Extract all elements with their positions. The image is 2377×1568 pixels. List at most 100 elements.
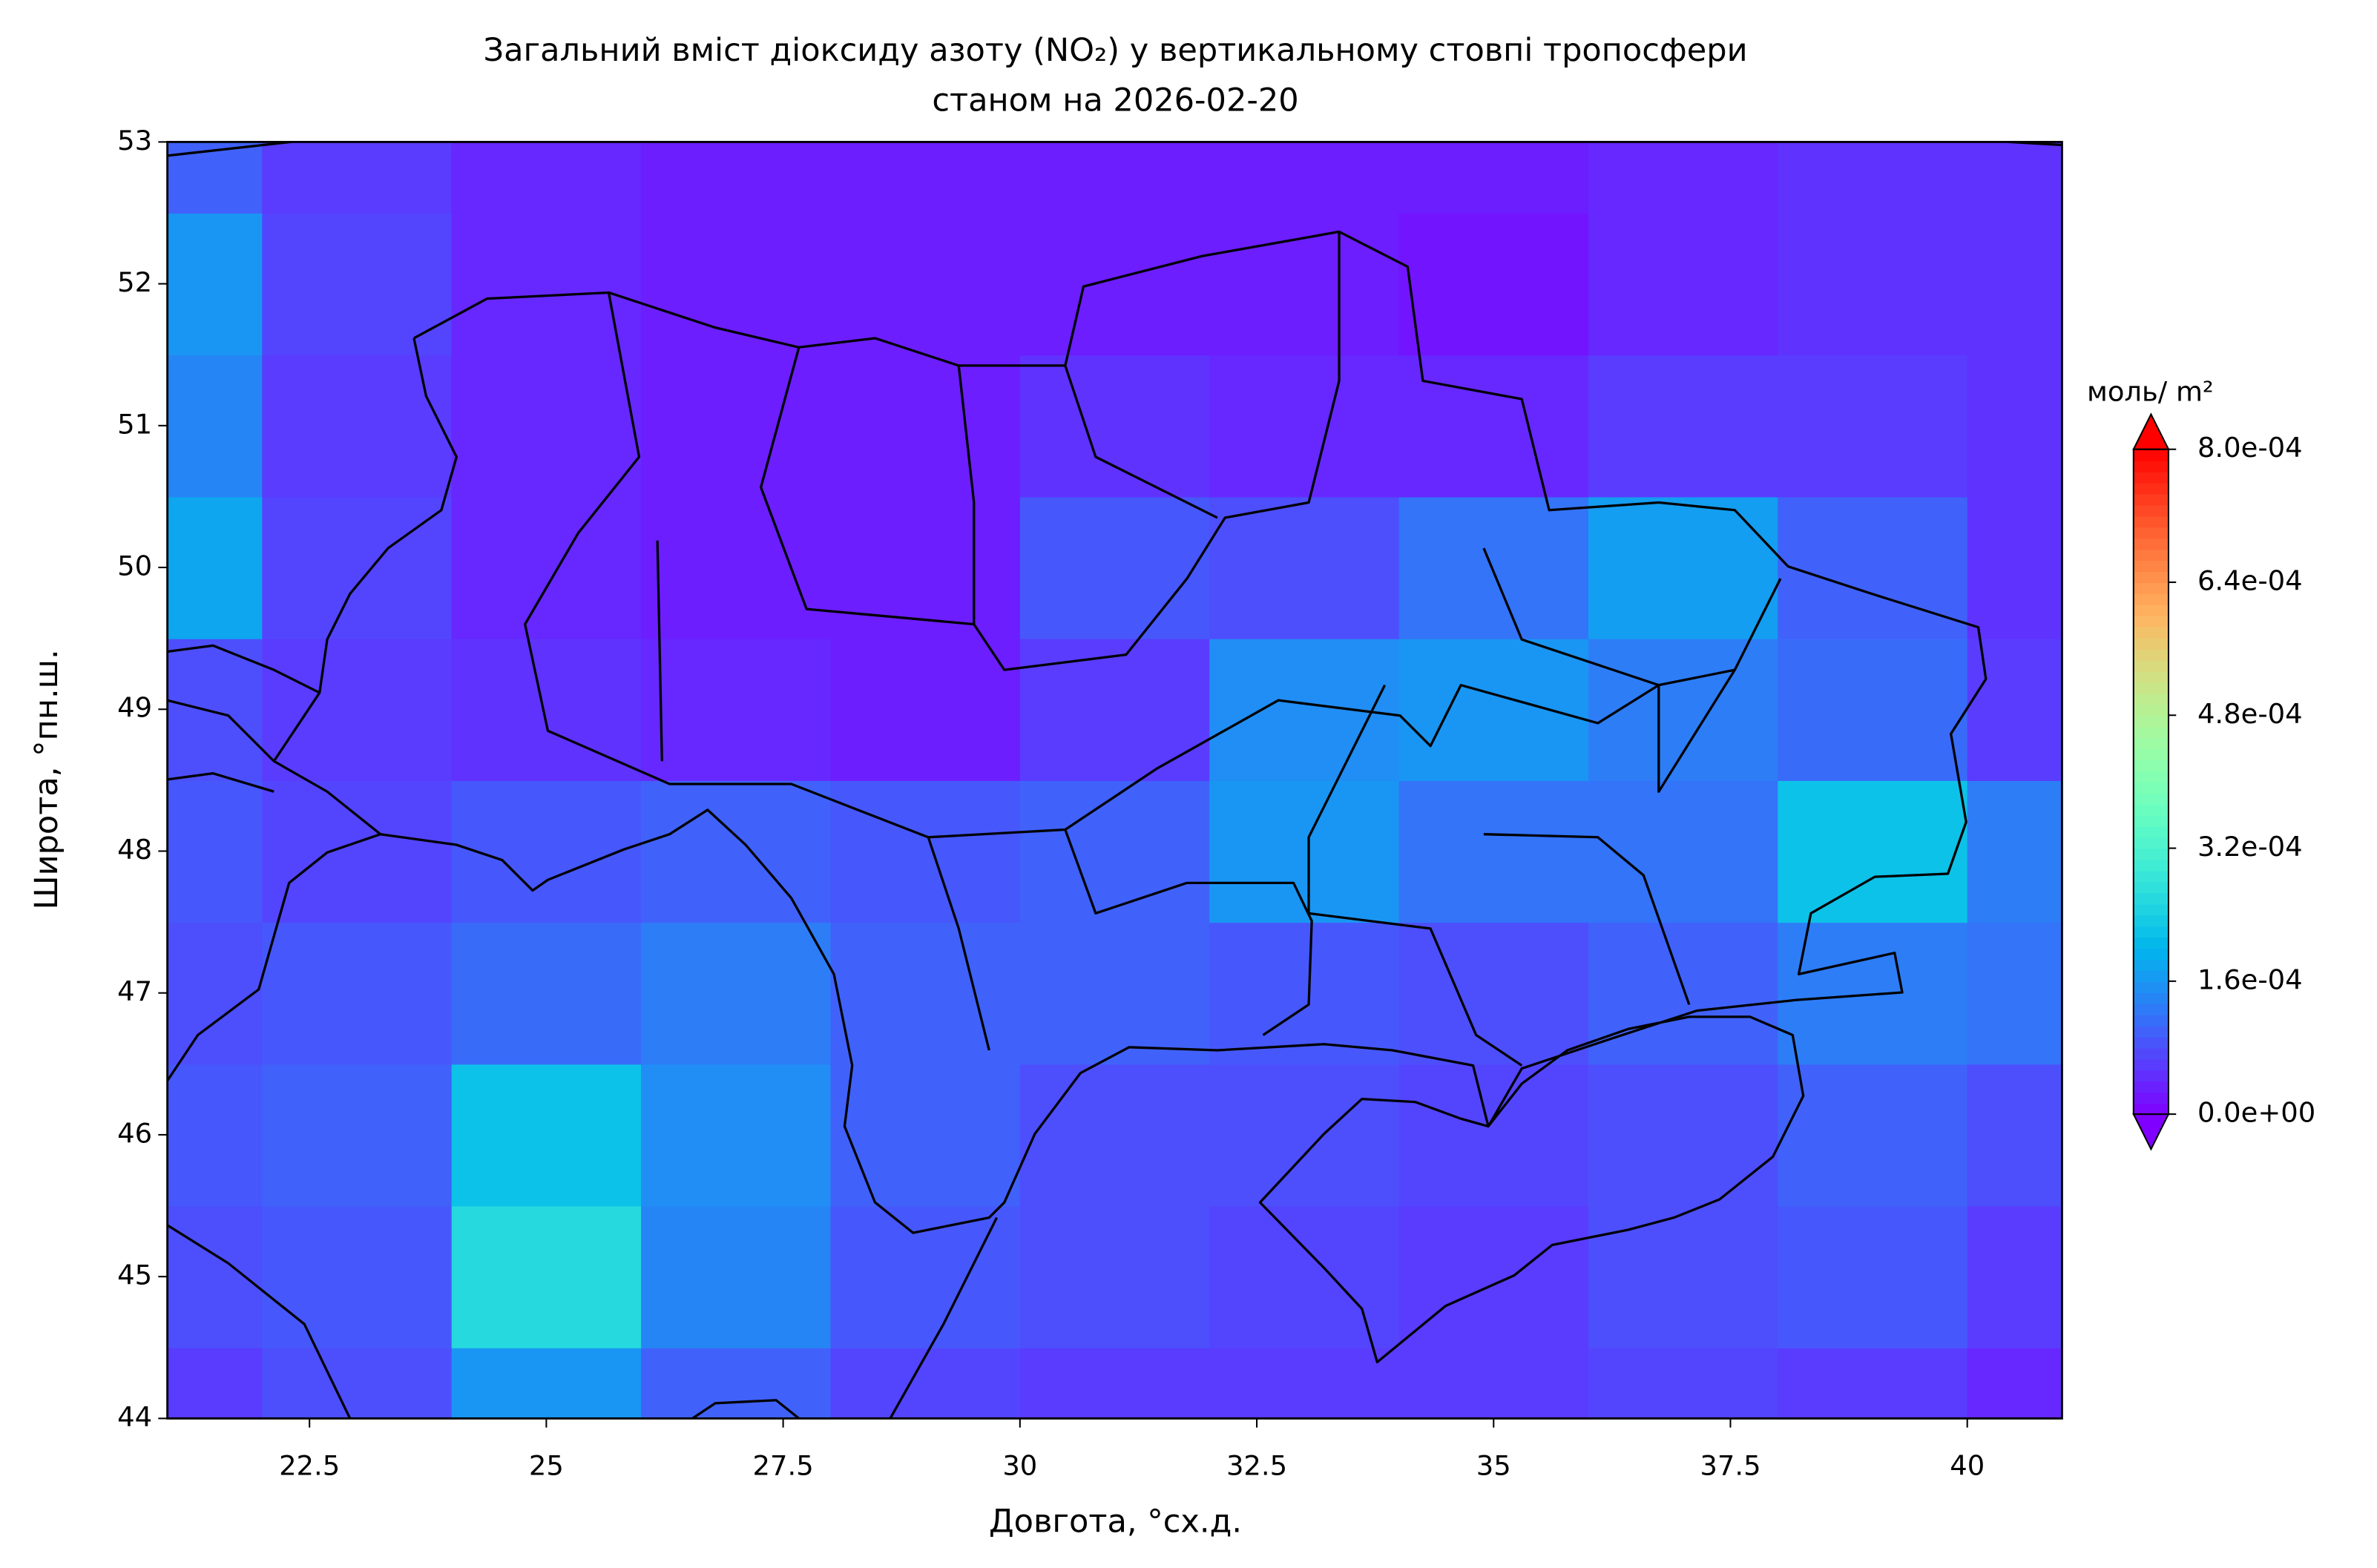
field-cell <box>1778 780 1968 923</box>
field-cell <box>1967 496 2062 639</box>
field-cell <box>262 1064 453 1207</box>
field-cell <box>1588 780 1779 923</box>
y-tick-label: 48 <box>117 834 152 866</box>
field-cell <box>1209 355 1400 498</box>
field-cell <box>451 1064 642 1207</box>
field-cell <box>167 1347 263 1419</box>
field-cell <box>1967 212 2062 356</box>
field-cell <box>641 922 832 1065</box>
field-cell <box>830 1347 1021 1419</box>
colorbar-tick-label: 4.8e-04 <box>2197 698 2303 730</box>
field-cell <box>1209 142 1400 214</box>
field-cell <box>167 355 263 498</box>
y-tick-label: 50 <box>117 550 152 582</box>
field-cell <box>1778 355 1968 498</box>
y-tick-label: 53 <box>117 125 152 157</box>
field-cell <box>1967 780 2062 923</box>
colorbar-tick-label: 0.0e+00 <box>2197 1097 2315 1129</box>
field-cell <box>1967 1205 2062 1348</box>
colorbar-frame <box>2132 448 2170 1116</box>
x-tick-label: 27.5 <box>753 1449 814 1481</box>
field-cell <box>1209 1347 1400 1419</box>
colorbar-extend <box>2132 1113 2170 1151</box>
field-cell <box>1019 780 1211 923</box>
field-cell <box>830 496 1021 639</box>
field-cell <box>1398 780 1589 923</box>
field-cell <box>1019 355 1211 498</box>
field-cell <box>262 780 453 923</box>
field-cell <box>1778 142 1968 214</box>
field-cell <box>1398 638 1589 781</box>
x-tick-label: 35 <box>1476 1449 1511 1481</box>
field-cell <box>167 780 263 923</box>
country-border <box>413 230 1988 1364</box>
field-cell <box>167 1064 263 1207</box>
field-cell <box>641 142 832 214</box>
field-cell <box>1398 1347 1589 1419</box>
field-cell <box>1398 1205 1589 1348</box>
field-cell <box>830 142 1021 214</box>
field-cell <box>1398 1064 1589 1207</box>
field-cell <box>1588 212 1779 356</box>
field-cell <box>1588 142 1779 214</box>
field-cell <box>451 496 642 639</box>
field-cell <box>451 1347 642 1419</box>
field-cell <box>830 355 1021 498</box>
field-cell <box>262 496 453 639</box>
field-cell <box>641 355 832 498</box>
field-cell <box>262 638 453 781</box>
country-border <box>272 337 458 762</box>
field-cell <box>830 780 1021 923</box>
x-tick-label: 30 <box>1002 1449 1037 1481</box>
field-cell <box>641 1064 832 1207</box>
field-cell <box>262 1347 453 1419</box>
y-tick-label: 46 <box>117 1117 152 1149</box>
field-cell <box>830 638 1021 781</box>
x-axis-label: Довгота, °сх.д. <box>989 1503 1242 1540</box>
field-cell <box>167 922 263 1065</box>
field-cell <box>1019 1064 1211 1207</box>
y-tick-label: 52 <box>117 266 152 298</box>
field-cell <box>1588 496 1779 639</box>
field-cell <box>262 922 453 1065</box>
field-cell <box>1588 638 1779 781</box>
colorbar: 0.0e+00 1.6e-04 3.2e-04 4.8e-04 6.4e-04 8.0e-… <box>2132 412 2315 1151</box>
borders <box>167 142 2062 1419</box>
field-cell <box>1588 1205 1779 1348</box>
field-cell <box>830 212 1021 356</box>
field-cell <box>451 1205 642 1348</box>
field-cell <box>1019 922 1211 1065</box>
field-cell <box>830 922 1021 1065</box>
field-cell <box>451 780 642 923</box>
field-cell <box>262 212 453 356</box>
y-tick-label: 47 <box>117 975 152 1007</box>
field-cell <box>641 638 832 781</box>
field-cell <box>1778 496 1968 639</box>
field <box>167 142 2062 1419</box>
field-cell <box>1398 922 1589 1065</box>
y-tick-label: 49 <box>117 692 152 724</box>
country-border <box>167 699 1490 1234</box>
field-cell <box>1209 496 1400 639</box>
field-cell <box>641 1205 832 1348</box>
x-tick-label: 25 <box>529 1449 564 1481</box>
y-tick-label: 45 <box>117 1259 152 1291</box>
colorbar-tick-label: 8.0e-04 <box>2197 432 2303 464</box>
field-cell <box>641 496 832 639</box>
field-cell <box>1019 496 1211 639</box>
colorbar-label: моль/ m² <box>2087 375 2214 407</box>
x-tick-label: 40 <box>1950 1449 1985 1481</box>
field-cell <box>1209 1205 1400 1348</box>
field-cell <box>1019 212 1211 356</box>
field-cell <box>1588 922 1779 1065</box>
field-cell <box>641 212 832 356</box>
colorbar-tick-label: 3.2e-04 <box>2197 831 2303 863</box>
colorbar-extend <box>2132 412 2170 450</box>
field-cell <box>451 212 642 356</box>
field-cell <box>1588 1347 1779 1419</box>
x-tick-label: 22.5 <box>279 1449 340 1481</box>
field-cell <box>641 1347 832 1419</box>
field-cell <box>1209 638 1400 781</box>
field-cell <box>1967 922 2062 1065</box>
